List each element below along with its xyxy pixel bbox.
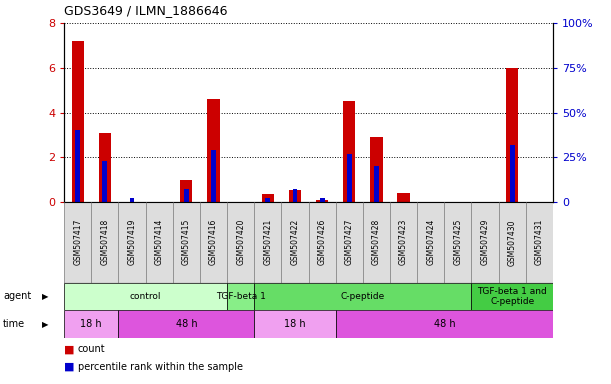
Bar — [444, 202, 472, 283]
Bar — [335, 202, 363, 283]
Bar — [265, 199, 270, 202]
Text: C-peptide: C-peptide — [341, 292, 385, 301]
Bar — [145, 202, 173, 283]
Bar — [227, 283, 254, 310]
Text: GSM507417: GSM507417 — [73, 219, 82, 265]
Text: GSM507430: GSM507430 — [508, 219, 517, 266]
Bar — [510, 145, 514, 202]
Text: ▶: ▶ — [42, 292, 48, 301]
Bar — [363, 202, 390, 283]
Text: GSM507424: GSM507424 — [426, 219, 435, 265]
Text: GSM507421: GSM507421 — [263, 219, 273, 265]
Bar — [254, 283, 472, 310]
Bar — [227, 202, 254, 283]
Bar — [335, 310, 553, 338]
Bar — [71, 41, 84, 202]
Bar — [64, 310, 119, 338]
Bar — [119, 310, 254, 338]
Text: TGF-beta 1 and
C-peptide: TGF-beta 1 and C-peptide — [477, 287, 547, 306]
Bar — [316, 200, 328, 202]
Bar — [64, 283, 227, 310]
Bar — [91, 202, 119, 283]
Bar — [289, 190, 301, 202]
Bar — [398, 193, 410, 202]
Bar — [282, 202, 309, 283]
Bar — [499, 202, 526, 283]
Bar — [472, 283, 553, 310]
Text: 18 h: 18 h — [284, 319, 306, 329]
Bar — [99, 132, 111, 202]
Text: GSM507423: GSM507423 — [399, 219, 408, 265]
Text: GSM507415: GSM507415 — [182, 219, 191, 265]
Text: GSM507431: GSM507431 — [535, 219, 544, 265]
Text: percentile rank within the sample: percentile rank within the sample — [78, 362, 243, 372]
Text: GSM507427: GSM507427 — [345, 219, 354, 265]
Text: 48 h: 48 h — [434, 319, 455, 329]
Text: GSM507419: GSM507419 — [128, 219, 136, 265]
Text: GDS3649 / ILMN_1886646: GDS3649 / ILMN_1886646 — [64, 4, 228, 17]
Bar — [200, 202, 227, 283]
Text: GSM507414: GSM507414 — [155, 219, 164, 265]
Text: GSM507422: GSM507422 — [290, 219, 299, 265]
Text: GSM507425: GSM507425 — [453, 219, 463, 265]
Bar — [417, 202, 444, 283]
Text: ■: ■ — [64, 362, 75, 372]
Bar — [320, 197, 324, 202]
Bar — [130, 197, 134, 202]
Bar — [347, 154, 352, 202]
Bar — [343, 101, 356, 202]
Bar — [75, 131, 80, 202]
Text: GSM507428: GSM507428 — [372, 219, 381, 265]
Bar — [254, 310, 335, 338]
Text: ■: ■ — [64, 344, 75, 354]
Text: GSM507416: GSM507416 — [209, 219, 218, 265]
Bar — [103, 161, 108, 202]
Bar — [526, 202, 553, 283]
Bar — [119, 202, 145, 283]
Bar — [64, 202, 91, 283]
Text: agent: agent — [3, 291, 31, 301]
Bar — [370, 137, 382, 202]
Text: GSM507426: GSM507426 — [318, 219, 327, 265]
Bar — [211, 150, 216, 202]
Bar — [293, 189, 298, 202]
Bar — [173, 202, 200, 283]
Text: GSM507429: GSM507429 — [481, 219, 489, 265]
Text: control: control — [130, 292, 161, 301]
Text: ▶: ▶ — [42, 319, 48, 329]
Bar — [309, 202, 335, 283]
Text: 48 h: 48 h — [175, 319, 197, 329]
Bar — [506, 68, 518, 202]
Text: GSM507418: GSM507418 — [100, 219, 109, 265]
Text: count: count — [78, 344, 105, 354]
Text: TGF-beta 1: TGF-beta 1 — [216, 292, 266, 301]
Bar — [207, 99, 219, 202]
Text: time: time — [3, 319, 25, 329]
Bar — [254, 202, 282, 283]
Bar — [374, 166, 379, 202]
Text: 18 h: 18 h — [81, 319, 102, 329]
Bar — [262, 194, 274, 202]
Text: GSM507420: GSM507420 — [236, 219, 245, 265]
Bar — [472, 202, 499, 283]
Bar — [184, 189, 189, 202]
Bar — [180, 180, 192, 202]
Bar — [390, 202, 417, 283]
